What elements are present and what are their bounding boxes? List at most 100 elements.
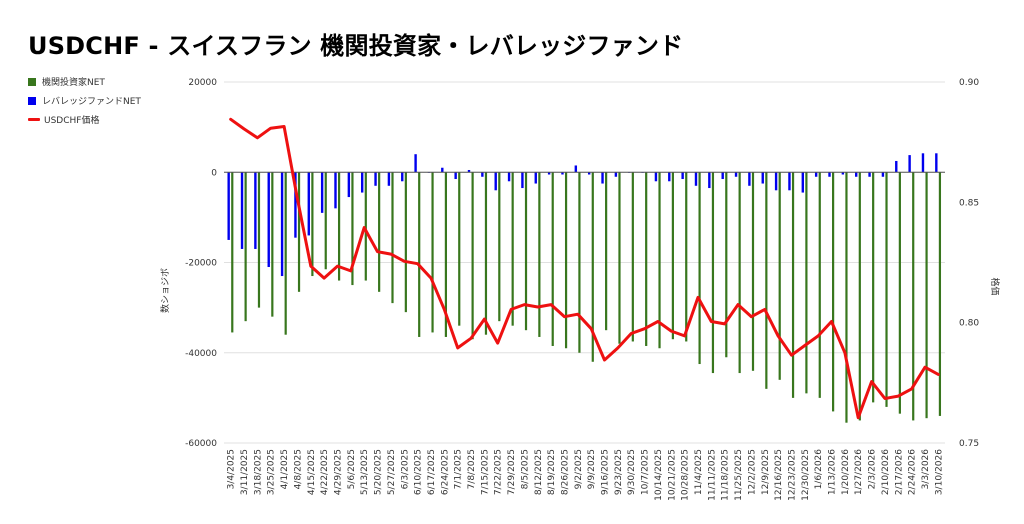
bar-lev — [828, 172, 831, 177]
bar-inst — [818, 172, 821, 398]
bar-inst — [418, 172, 421, 337]
bar-lev — [360, 172, 364, 193]
bar-inst — [551, 172, 554, 346]
bar-inst — [938, 172, 942, 416]
price-line-series — [229, 117, 940, 420]
bar-lev — [481, 172, 484, 177]
y-axis-left: 20000 0 -20000 -40000 -60000 — [185, 78, 217, 449]
bar-lev — [734, 172, 738, 177]
x-tick-label: 7/29/2025 — [507, 449, 517, 495]
x-tick-label: 8/5/2025 — [520, 449, 530, 489]
bar-inst — [444, 172, 448, 337]
bar-lev — [587, 172, 591, 175]
x-tick-label: 5/6/2025 — [347, 449, 357, 489]
legend-item-price: USDCHF価格 — [28, 114, 141, 126]
x-tick-label: 9/9/2025 — [587, 449, 597, 489]
bar-inst — [297, 172, 301, 292]
bar-inst — [391, 172, 394, 304]
bar-inst — [912, 172, 915, 421]
x-tick-label: 9/30/2025 — [627, 449, 637, 495]
bar-inst — [765, 172, 768, 389]
bar-inst — [364, 172, 367, 281]
bar-inst — [658, 172, 661, 349]
x-tick-label: 11/25/2025 — [734, 449, 744, 501]
bar-lev — [801, 172, 805, 193]
bar-inst — [471, 172, 474, 340]
bar-lev — [414, 154, 417, 173]
bar-inst — [685, 172, 688, 342]
bar-lev — [748, 172, 751, 186]
bar-inst — [578, 172, 581, 353]
bar-inst — [431, 172, 434, 333]
x-tick-label: 1/13/2026 — [828, 449, 838, 495]
legend-swatch-lev — [28, 96, 36, 105]
x-tick-label: 4/1/2025 — [280, 449, 290, 489]
x-tick-label: 3/10/2026 — [934, 449, 944, 495]
bar-lev — [507, 172, 511, 182]
x-tick-label: 10/14/2025 — [654, 449, 664, 501]
x-tick-label: 6/24/2025 — [440, 449, 450, 495]
bar-lev — [761, 172, 764, 184]
bar-inst — [458, 172, 461, 326]
bar-inst — [698, 172, 701, 365]
bar-lev — [441, 167, 444, 173]
bar-lev — [614, 172, 618, 177]
bar-lev — [721, 172, 724, 180]
bar-lev — [681, 172, 684, 180]
bar-lev — [374, 172, 377, 186]
x-tick-label: 1/27/2026 — [854, 449, 864, 495]
price-line — [229, 117, 940, 420]
bar-lev — [708, 172, 711, 189]
bar-inst — [671, 172, 674, 340]
bar-lev — [494, 172, 497, 191]
bar-lev — [254, 172, 257, 249]
bar-inst — [591, 172, 594, 362]
x-tick-label: 11/11/2025 — [707, 449, 717, 501]
bar-lev — [694, 172, 698, 186]
bar-inst — [564, 172, 568, 349]
bar-lev — [574, 165, 578, 173]
bar-lev — [814, 172, 818, 177]
bar-lev — [267, 172, 270, 268]
bar-inst — [778, 172, 781, 380]
x-tick-label: 6/17/2025 — [427, 449, 437, 495]
x-tick-label: 9/23/2025 — [614, 449, 624, 495]
bar-inst — [484, 172, 488, 335]
x-tick-label: 5/13/2025 — [360, 449, 370, 495]
bar-lev — [601, 172, 604, 184]
x-tick-label: 3/4/2025 — [227, 449, 237, 489]
bar-lev — [895, 160, 898, 173]
x-tick-label: 1/6/2026 — [814, 449, 824, 490]
bar-inst — [751, 172, 755, 371]
legend-item-inst: 機関投資家NET — [28, 76, 141, 88]
bar-lev — [240, 172, 244, 249]
y-right-tick-label: 0.75 — [959, 439, 979, 449]
bar-inst — [351, 172, 354, 286]
bar-inst — [284, 172, 287, 335]
x-tick-label: 8/26/2025 — [560, 449, 570, 495]
bar-inst — [858, 172, 861, 421]
x-tick-label: 2/24/2026 — [908, 449, 918, 495]
bar-inst — [231, 172, 234, 333]
bar-inst — [898, 172, 901, 414]
legend-label-price: USDCHF価格 — [44, 116, 100, 126]
bar-lev — [935, 153, 938, 173]
bar-lev — [774, 172, 778, 191]
legend-swatch-price — [28, 118, 40, 121]
bar-lev — [347, 172, 351, 198]
bar-inst — [257, 172, 261, 308]
bar-lev — [534, 172, 537, 184]
x-axis: 3/4/2025 3/11/2025 3/18/2025 3/25/2025 4/1/2… — [227, 449, 945, 501]
x-tick-label: 12/30/2025 — [801, 449, 811, 501]
bar-series — [227, 153, 942, 423]
bar-lev — [227, 172, 230, 240]
y-axis-right: 0.90 0.85 0.80 0.75 — [959, 78, 979, 449]
y-axis-left-title: 数ショジボ — [159, 268, 171, 313]
bar-lev — [307, 172, 310, 236]
bar-inst — [498, 172, 501, 322]
x-tick-label: 3/18/2025 — [253, 449, 263, 495]
y-right-tick-label: 0.90 — [959, 78, 979, 88]
bar-lev — [841, 172, 845, 175]
bar-inst — [605, 172, 608, 331]
x-tick-label: 2/10/2026 — [881, 449, 891, 495]
